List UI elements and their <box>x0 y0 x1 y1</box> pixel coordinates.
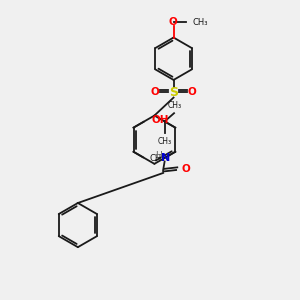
Text: O: O <box>182 164 190 174</box>
Text: O: O <box>151 87 160 97</box>
Text: S: S <box>169 86 178 99</box>
Text: OH: OH <box>152 116 169 125</box>
Text: CH₃: CH₃ <box>193 18 208 27</box>
Text: CH₃: CH₃ <box>158 137 172 146</box>
Text: O: O <box>188 87 196 97</box>
Text: O: O <box>169 17 177 27</box>
Text: H: H <box>155 151 161 160</box>
Text: CH₃: CH₃ <box>149 154 164 163</box>
Text: N: N <box>160 153 170 163</box>
Text: CH₃: CH₃ <box>168 101 182 110</box>
